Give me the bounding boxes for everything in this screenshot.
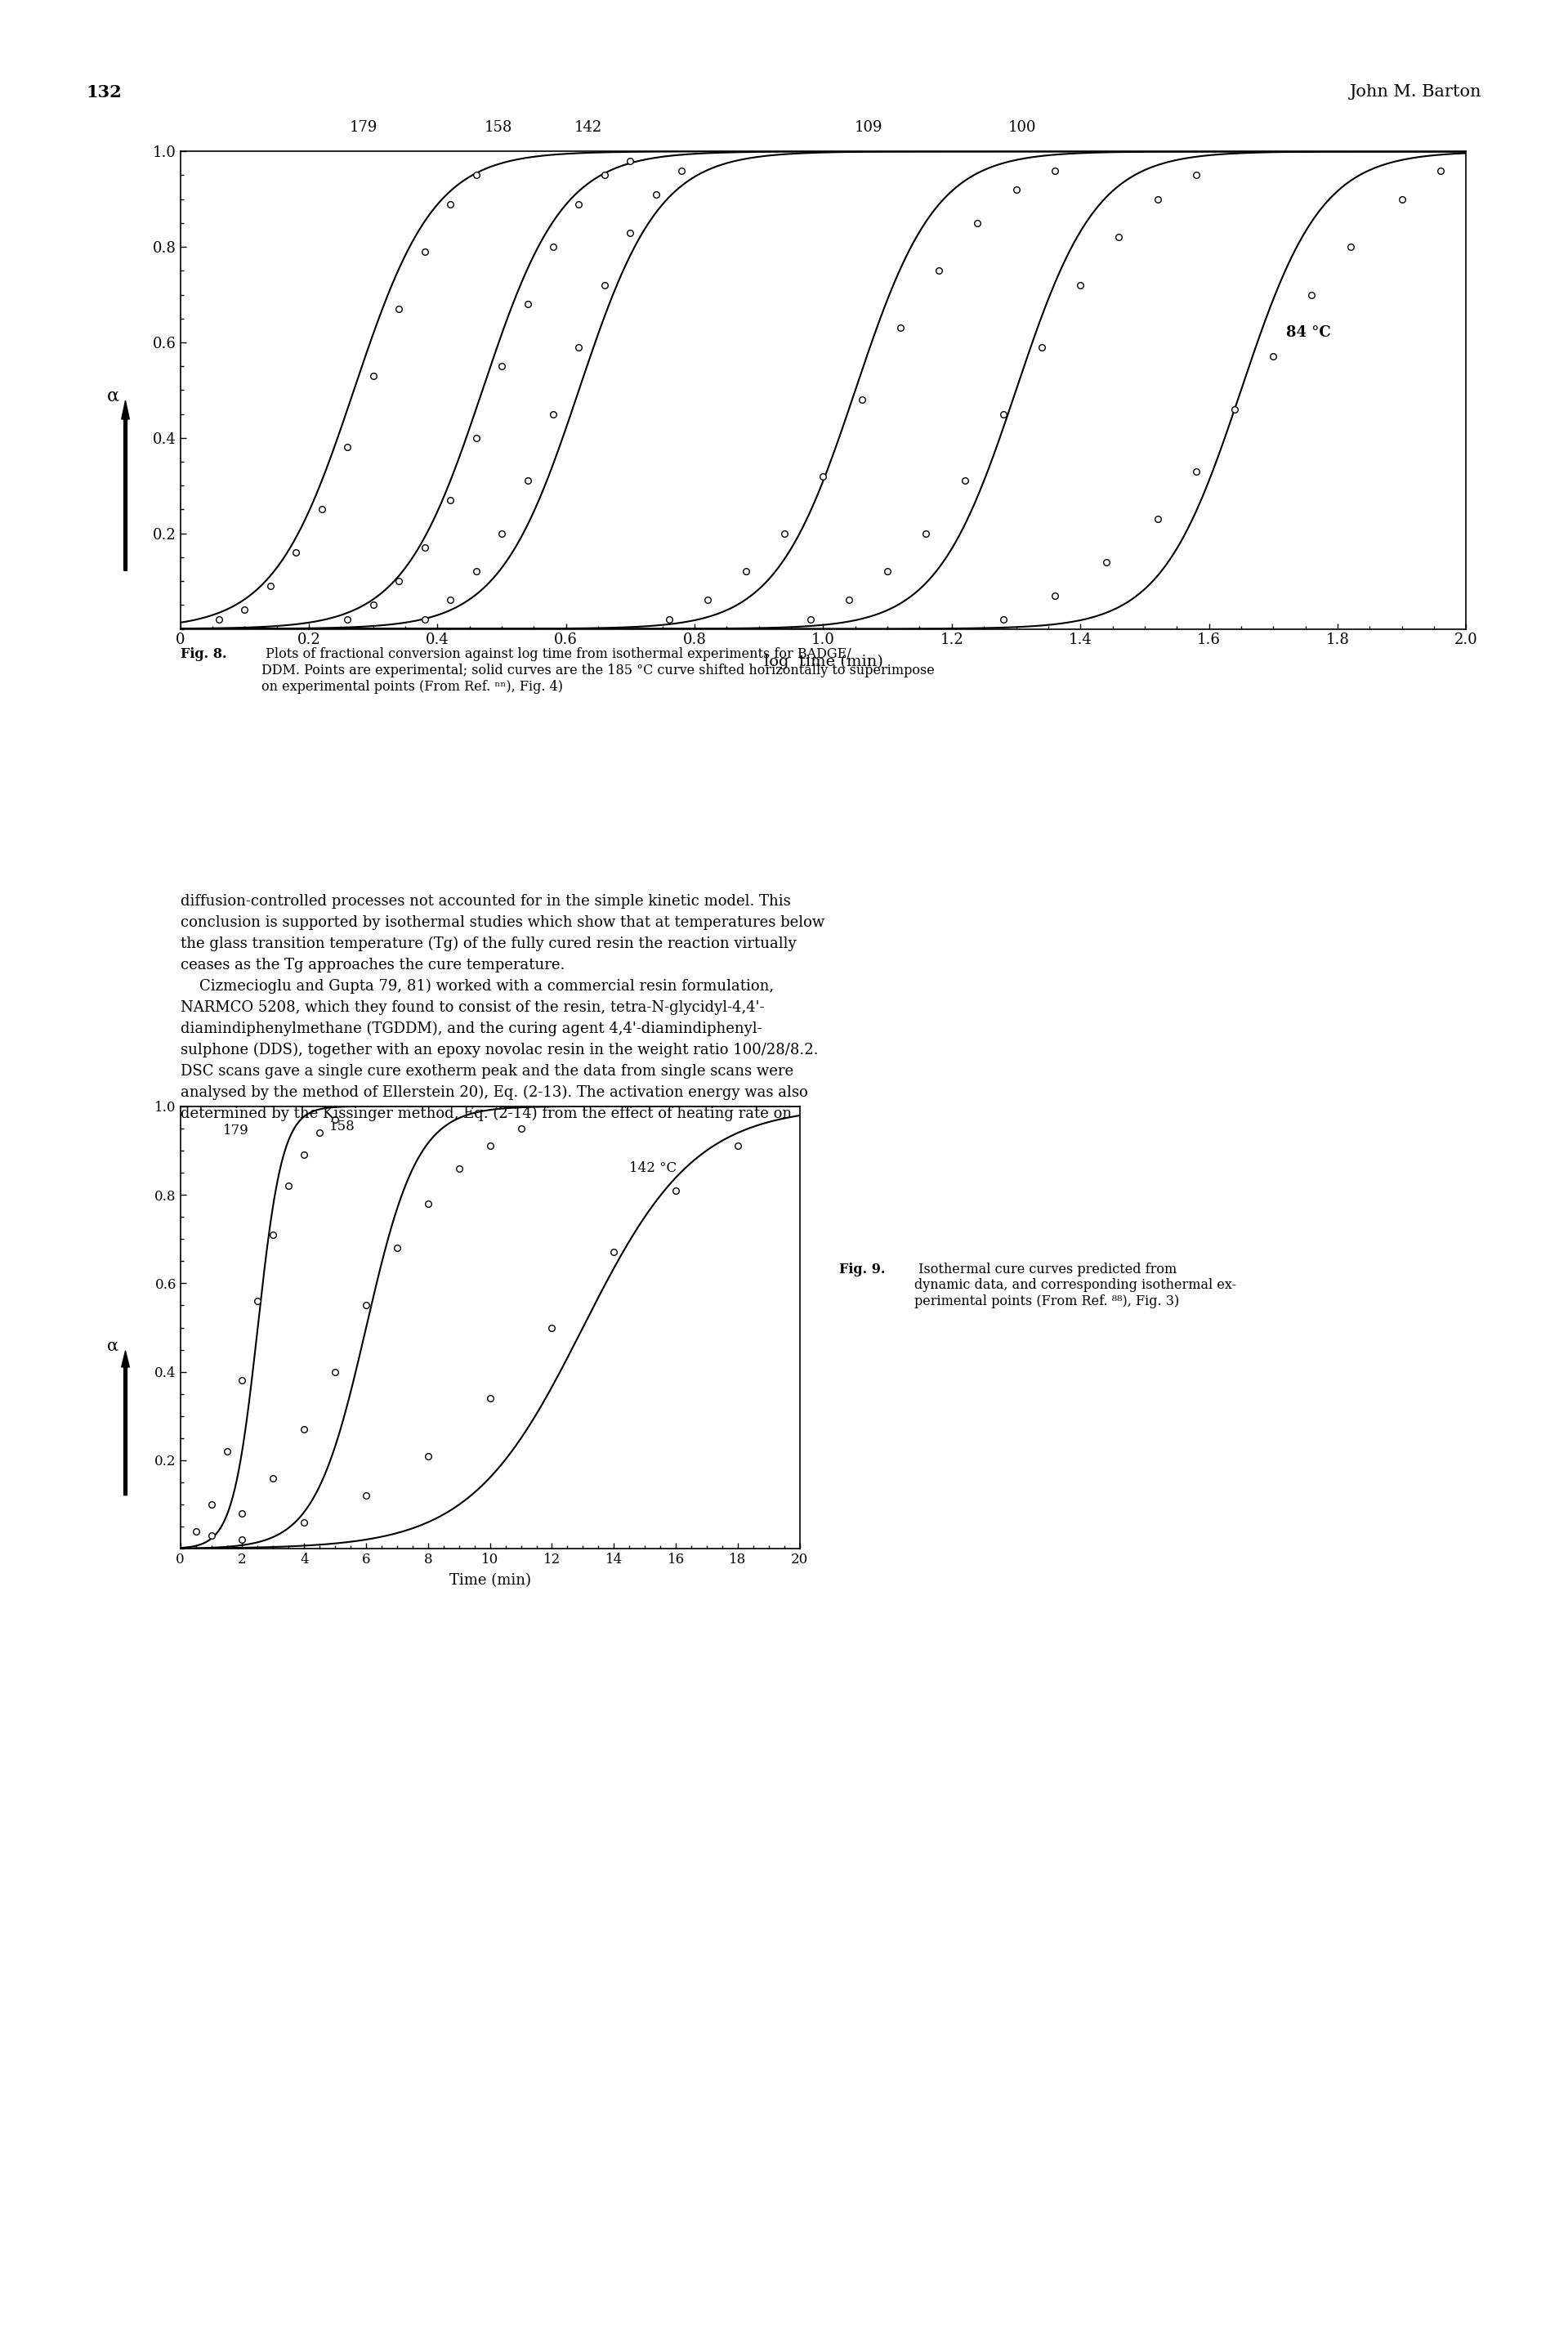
Text: John M. Barton: John M. Barton <box>1350 84 1482 100</box>
Text: Fig. 9.: Fig. 9. <box>839 1262 884 1276</box>
Text: diffusion-controlled processes not accounted for in the simple kinetic model. Th: diffusion-controlled processes not accou… <box>180 894 825 1120</box>
Text: 142 °C: 142 °C <box>629 1162 677 1176</box>
Text: α: α <box>107 387 119 405</box>
Text: Isothermal cure curves predicted from
dynamic data, and corresponding isothermal: Isothermal cure curves predicted from dy… <box>914 1262 1236 1309</box>
Text: 179: 179 <box>350 121 378 135</box>
Text: 158: 158 <box>329 1120 354 1134</box>
Text: 100: 100 <box>1008 121 1036 135</box>
Text: α: α <box>107 1339 119 1353</box>
Text: Plots of fractional conversion against log time from isothermal experiments for : Plots of fractional conversion against l… <box>262 647 935 694</box>
X-axis label: log  time (min): log time (min) <box>764 654 883 668</box>
Text: 179: 179 <box>223 1125 249 1139</box>
Text: 84 °C: 84 °C <box>1286 326 1331 340</box>
Text: Fig. 8.: Fig. 8. <box>180 647 226 661</box>
Text: 132: 132 <box>86 84 122 100</box>
Text: 158: 158 <box>485 121 513 135</box>
X-axis label: Time (min): Time (min) <box>448 1574 532 1588</box>
Text: 142: 142 <box>574 121 602 135</box>
Text: 109: 109 <box>855 121 883 135</box>
